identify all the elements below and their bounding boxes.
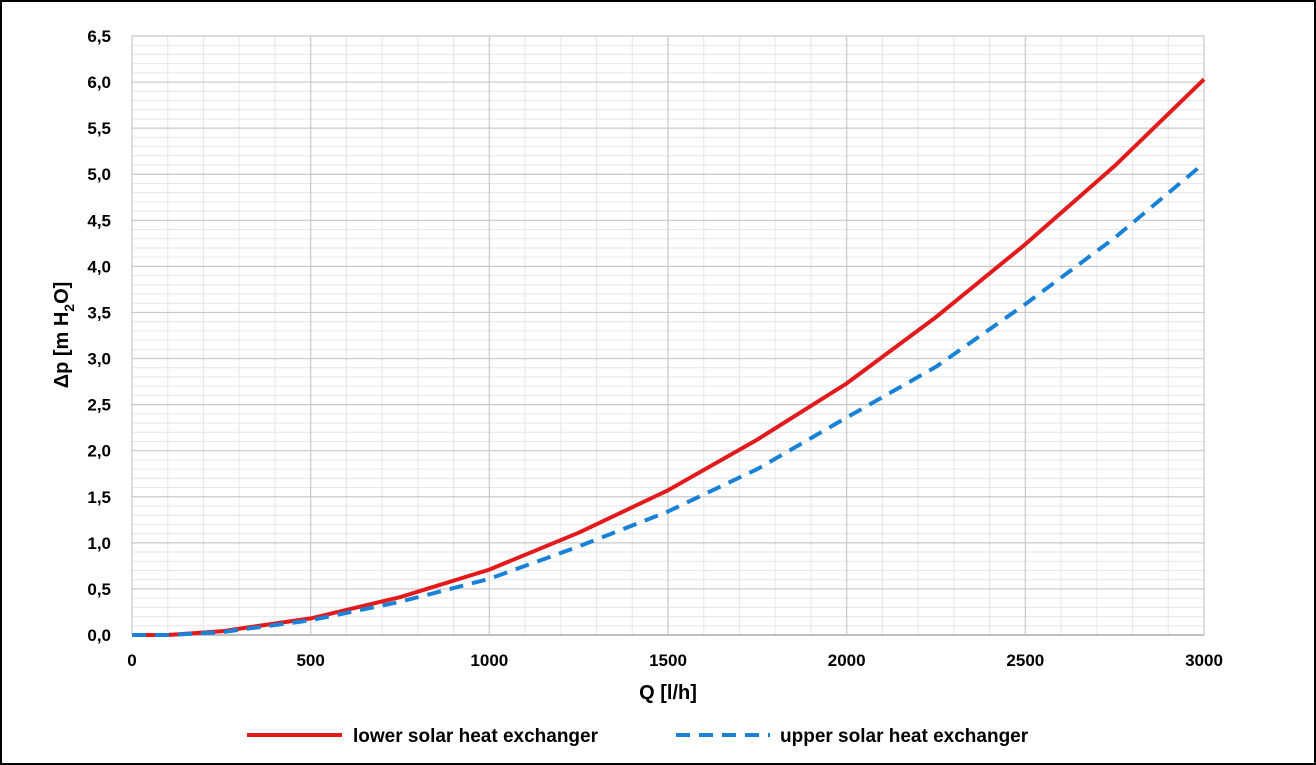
y-tick-labels: 0,0 0,5 1,0 1,5 2,0 2,5 3,0 3,5 4,0 4,5 5,0 5,5 6,0 6… bbox=[87, 27, 111, 645]
y-tick-label: 2,5 bbox=[87, 396, 111, 415]
x-tick-label: 2500 bbox=[1006, 651, 1044, 670]
y-tick-label: 5,0 bbox=[87, 165, 111, 184]
series-line-upper bbox=[132, 161, 1206, 637]
y-tick-label: 6,0 bbox=[87, 73, 111, 92]
y-axis-title: Δp [m H2O] bbox=[51, 282, 77, 389]
x-tick-label: 2000 bbox=[828, 651, 866, 670]
y-tick-label: 0,5 bbox=[87, 580, 111, 599]
y-tick-label: 5,5 bbox=[87, 119, 111, 138]
y-tick-label: 1,0 bbox=[87, 534, 111, 553]
y-tick-label: 3,0 bbox=[87, 350, 111, 369]
y-axis-title-subscript: 2 bbox=[61, 304, 77, 312]
x-tick-labels: 0 500 1000 1500 2000 2500 3000 bbox=[127, 651, 1223, 670]
y-tick-label: 6,5 bbox=[87, 27, 111, 46]
x-tick-label: 3000 bbox=[1185, 651, 1223, 670]
major-gridlines bbox=[131, 35, 1205, 636]
legend-label-upper: upper solar heat exchanger bbox=[780, 726, 1029, 747]
y-axis-title-main: Δp [m H bbox=[51, 312, 73, 389]
legend: lower solar heat exchanger upper solar h… bbox=[247, 726, 1029, 747]
y-tick-label: 1,5 bbox=[87, 488, 111, 507]
y-tick-label: 4,0 bbox=[87, 257, 111, 276]
legend-label-lower: lower solar heat exchanger bbox=[353, 726, 599, 747]
series-lines bbox=[132, 77, 1206, 637]
y-tick-label: 2,0 bbox=[87, 442, 111, 461]
y-tick-label: 4,5 bbox=[87, 211, 111, 230]
x-tick-label: 500 bbox=[296, 651, 324, 670]
x-axis-title: Q [l/h] bbox=[639, 682, 697, 704]
x-tick-label: 0 bbox=[127, 651, 136, 670]
y-tick-label: 3,5 bbox=[87, 303, 111, 322]
y-axis-title-end: O] bbox=[51, 282, 73, 304]
x-tick-label: 1500 bbox=[649, 651, 687, 670]
y-tick-label: 0,0 bbox=[87, 626, 111, 645]
x-tick-label: 1000 bbox=[470, 651, 508, 670]
